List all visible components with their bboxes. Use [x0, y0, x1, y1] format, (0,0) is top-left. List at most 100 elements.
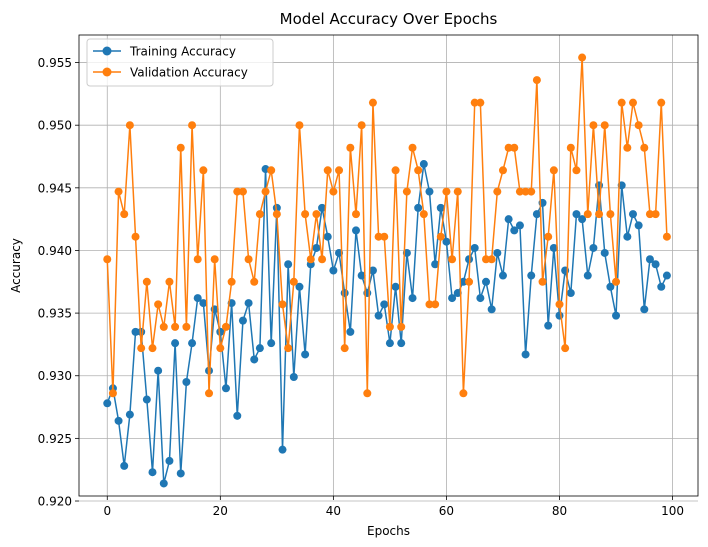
plot-area [79, 35, 698, 496]
legend-label-validation: Validation Accuracy [130, 66, 248, 80]
data-point [504, 143, 513, 152]
data-point [380, 300, 389, 309]
data-point [640, 305, 649, 314]
legend-marker-validation [102, 67, 112, 77]
data-point [238, 187, 247, 196]
data-point [233, 187, 242, 196]
data-point [267, 166, 276, 175]
data-point [555, 311, 564, 320]
data-point [578, 53, 587, 62]
data-point [238, 316, 247, 325]
data-point [131, 327, 140, 336]
data-point [244, 255, 253, 264]
data-point [250, 277, 259, 286]
data-point [380, 232, 389, 241]
data-point [521, 187, 530, 196]
data-point [261, 187, 270, 196]
data-point [357, 271, 366, 280]
legend-marker-training [102, 46, 112, 56]
data-point [221, 384, 230, 393]
data-point [419, 210, 428, 219]
data-point [357, 121, 366, 130]
data-point [154, 300, 163, 309]
data-point [216, 344, 225, 353]
data-point [176, 469, 185, 478]
data-point [205, 389, 214, 398]
data-point [295, 282, 304, 291]
data-point [487, 255, 496, 264]
data-point [391, 282, 400, 291]
data-point [182, 322, 191, 331]
data-point [385, 322, 394, 331]
data-point [284, 344, 293, 353]
data-point [623, 143, 632, 152]
data-point [346, 143, 355, 152]
data-point [476, 98, 485, 107]
data-point [335, 166, 344, 175]
data-point [193, 255, 202, 264]
data-point [368, 98, 377, 107]
data-point [538, 277, 547, 286]
y-tick-label: 0.955 [38, 56, 72, 70]
data-point [289, 372, 298, 381]
data-point [402, 187, 411, 196]
data-point [188, 121, 197, 130]
data-point [289, 277, 298, 286]
data-point [227, 277, 236, 286]
data-point [662, 271, 671, 280]
x-tick-label: 0 [103, 504, 111, 518]
data-point [589, 243, 598, 252]
data-point [465, 277, 474, 286]
data-point [595, 181, 604, 190]
data-point [120, 461, 129, 470]
data-point [408, 294, 417, 303]
data-point [612, 311, 621, 320]
data-point [272, 203, 281, 212]
y-tick-label: 0.950 [38, 119, 72, 133]
data-point [397, 339, 406, 348]
y-tick-label: 0.920 [38, 495, 72, 509]
data-point [566, 143, 575, 152]
data-point [301, 210, 310, 219]
data-point [482, 277, 491, 286]
data-point [657, 98, 666, 107]
data-point [657, 282, 666, 291]
data-point [352, 210, 360, 219]
data-point [544, 232, 553, 241]
data-point [154, 366, 163, 375]
data-point [142, 395, 151, 404]
data-point [493, 187, 502, 196]
legend-box [86, 38, 274, 87]
data-point [504, 215, 513, 224]
data-point [442, 187, 451, 196]
data-point [470, 243, 479, 252]
data-point [125, 121, 134, 130]
data-point [414, 166, 423, 175]
y-tick-label: 0.940 [38, 244, 72, 258]
data-point [431, 300, 440, 309]
data-point [267, 339, 276, 348]
legend: Training Accuracy Validation Accuracy [86, 38, 274, 87]
data-point [216, 327, 225, 336]
data-point [108, 389, 117, 398]
data-point [589, 121, 598, 130]
data-point [199, 299, 208, 308]
data-point [312, 210, 321, 219]
data-point [510, 226, 519, 235]
data-point [521, 350, 530, 359]
x-tick-label: 20 [213, 504, 228, 518]
data-point [159, 322, 168, 331]
data-point [436, 203, 445, 212]
data-point [323, 232, 332, 241]
data-point [470, 98, 479, 107]
data-point [651, 260, 660, 269]
data-point [391, 166, 400, 175]
data-point [414, 203, 423, 212]
y-tick-label: 0.930 [38, 369, 72, 383]
data-point [114, 187, 123, 196]
data-point [255, 210, 264, 219]
data-point [442, 237, 451, 246]
x-tick-label: 80 [552, 504, 567, 518]
legend-label-training: Training Accuracy [129, 45, 236, 59]
series-line [106, 56, 668, 395]
